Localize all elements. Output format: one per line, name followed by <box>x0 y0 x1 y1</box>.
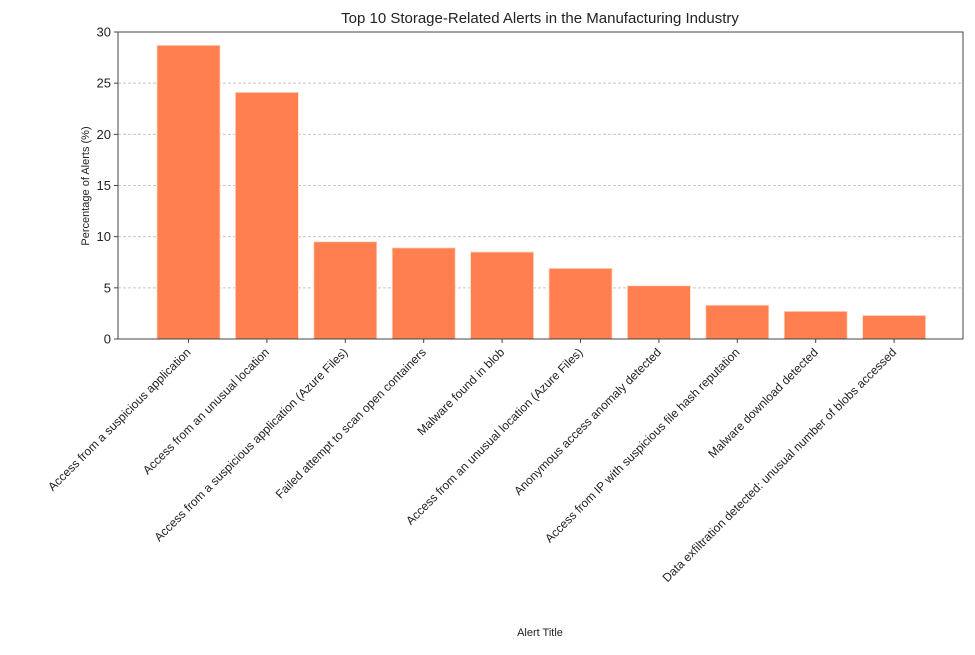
y-axis-label: Percentage of Alerts (%) <box>80 126 92 245</box>
x-tick-label: Failed attempt to scan open containers <box>273 345 429 501</box>
y-tick-label: 5 <box>104 280 111 295</box>
bar <box>234 91 299 340</box>
x-axis-label: Alert Title <box>517 627 563 639</box>
y-tick-label: 30 <box>97 25 111 40</box>
y-axis-ticks: 0 5 10 15 20 25 30 <box>97 25 118 347</box>
bar <box>783 310 848 340</box>
bars <box>156 44 926 340</box>
x-tick-label: Anonymous access anomaly detected <box>511 345 664 498</box>
bar <box>627 285 691 340</box>
x-tick-label: Access from a suspicious application <box>45 345 194 494</box>
y-tick-label: 15 <box>97 178 111 193</box>
y-tick-label: 0 <box>104 332 111 347</box>
bar <box>470 251 535 340</box>
x-tick-label: Access from an unusual location (Azure F… <box>403 345 586 528</box>
y-tick-label: 10 <box>97 229 111 244</box>
bar <box>156 44 221 340</box>
chart-title: Top 10 Storage-Related Alerts in the Man… <box>341 10 739 27</box>
x-tick-label: Malware found in blob <box>414 345 507 438</box>
bar <box>548 267 613 340</box>
y-tick-label: 20 <box>97 127 111 142</box>
bar <box>313 241 378 340</box>
y-tick-label: 25 <box>97 76 111 91</box>
bar <box>862 315 926 340</box>
x-axis-ticks: Access from a suspicious applicationAcce… <box>45 339 899 585</box>
x-tick-label: Access from an unusual location <box>140 345 272 477</box>
bar <box>391 247 456 340</box>
bar <box>705 304 770 340</box>
